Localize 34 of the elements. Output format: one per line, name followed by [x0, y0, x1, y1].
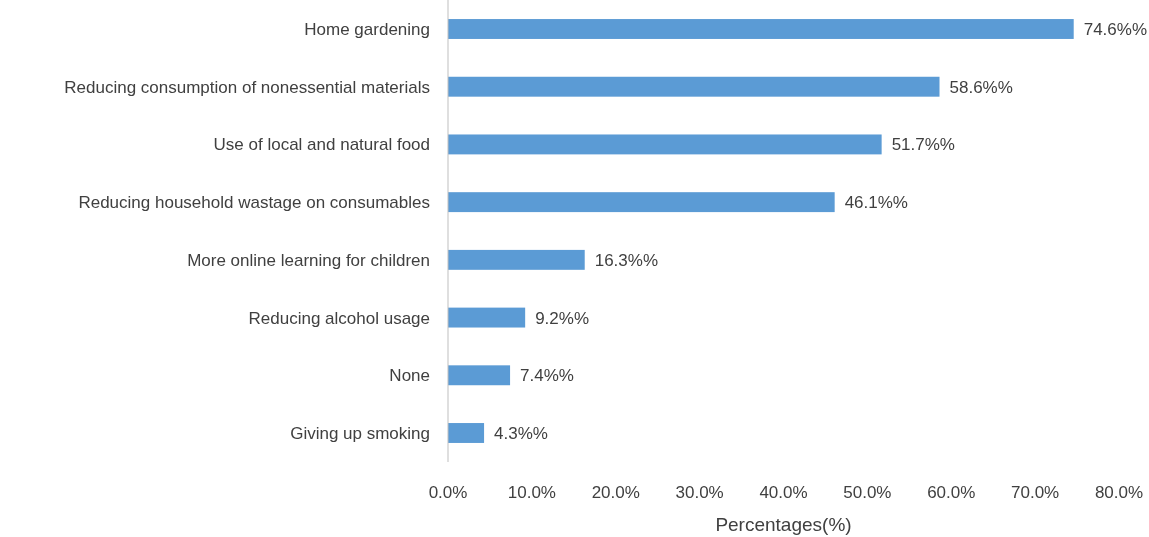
bar [448, 134, 882, 155]
y-tick-label: Reducing alcohol usage [248, 308, 430, 328]
y-tick-label: More online learning for children [187, 250, 430, 270]
data-label: 16.3%% [594, 250, 659, 270]
data-label: 74.6%% [1083, 19, 1148, 39]
bar [448, 249, 585, 270]
bar [448, 307, 526, 328]
data-label: 9.2%% [535, 308, 590, 328]
bar [448, 76, 940, 97]
y-tick-label: Reducing consumption of nonessential materials [64, 77, 430, 97]
bar [448, 19, 1074, 39]
x-tick-label: 80.0% [1094, 482, 1144, 502]
data-label: 4.3%% [494, 423, 548, 443]
x-tick-label: 20.0% [591, 482, 640, 502]
y-tick-label: Giving up smoking [290, 423, 430, 443]
x-tick-label: 40.0% [759, 482, 808, 502]
data-label: 46.1%% [844, 193, 908, 213]
bar [448, 192, 835, 213]
y-tick-label: None [389, 366, 430, 386]
x-tick-label: 0.0% [428, 482, 468, 502]
x-tick-label: 10.0% [507, 482, 556, 502]
data-label: 51.7%% [891, 135, 955, 155]
y-tick-label: Home gardening [304, 19, 430, 39]
x-tick-label: 70.0% [1011, 482, 1060, 502]
x-tick-label: 50.0% [843, 482, 892, 502]
data-label: 7.4%% [520, 366, 574, 386]
bar [448, 423, 485, 443]
x-tick-label: 30.0% [675, 482, 724, 502]
bar [448, 365, 511, 386]
y-tick-label: Use of local and natural food [213, 135, 430, 155]
x-axis-title: Percentages(%) [715, 513, 852, 535]
y-tick-label: Reducing household wastage on consumables [78, 193, 430, 213]
data-label: 58.6%% [949, 77, 1013, 97]
x-tick-label: 60.0% [927, 482, 976, 502]
